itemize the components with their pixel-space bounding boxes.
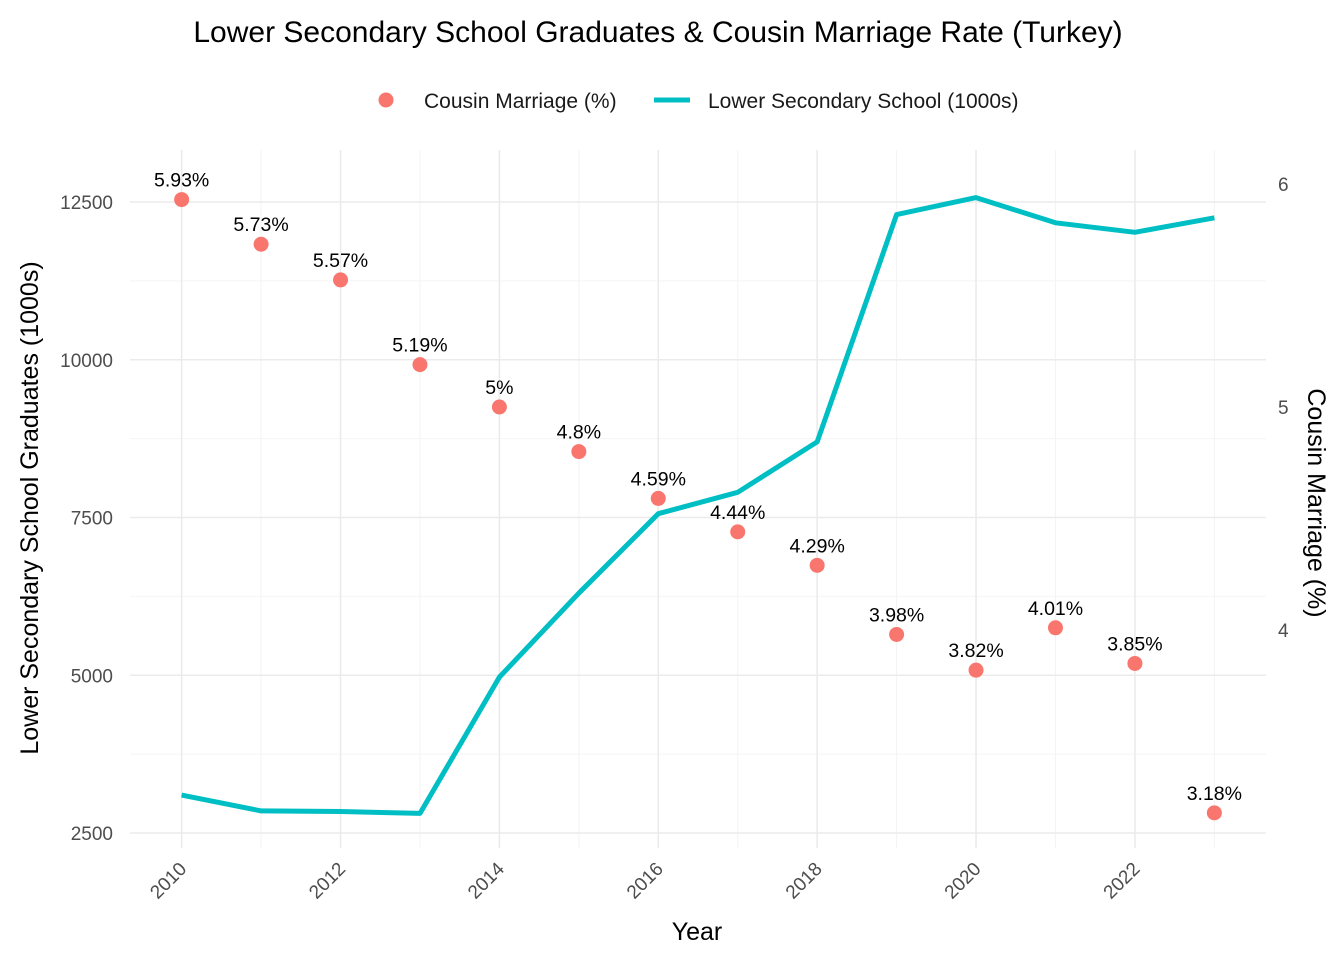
x-tick-label: 2014 <box>464 858 509 903</box>
y-axis-right-title: Cousin Marriage (%) <box>1302 388 1330 617</box>
cousin-marriage-point <box>412 357 428 373</box>
cousin-marriage-data-label: 5.57% <box>313 250 368 272</box>
y-right-tick-label: 4 <box>1278 621 1289 642</box>
y-left-tick-label: 2500 <box>71 824 113 845</box>
cousin-marriage-data-label: 3.18% <box>1187 783 1242 805</box>
cousin-marriage-data-label: 4.29% <box>790 535 845 557</box>
y-left-tick-label: 10000 <box>60 351 113 372</box>
x-tick-label: 2010 <box>146 859 191 904</box>
cousin-marriage-point <box>1047 620 1063 636</box>
cousin-marriage-point <box>650 490 666 506</box>
legend-label-cousin-marriage: Cousin Marriage (%) <box>424 90 617 113</box>
cousin-marriage-data-label: 3.85% <box>1107 633 1162 655</box>
cousin-marriage-point <box>253 236 269 252</box>
y-axis-left-title: Lower Secondary School Graduates (1000s) <box>16 261 44 754</box>
cousin-marriage-data-label: 4.01% <box>1028 598 1083 620</box>
x-tick-label: 2018 <box>782 859 827 904</box>
legend: Cousin Marriage (%) Lower Secondary Scho… <box>378 90 1019 113</box>
axes: 2500 5000 7500 10000 12500 2010 2012 2014 2016 20… <box>60 175 1289 903</box>
cousin-marriage-point <box>1127 655 1143 671</box>
cousin-marriage-data-label: 4.59% <box>631 468 686 490</box>
x-tick-label: 2016 <box>623 859 668 904</box>
cousin-marriage-data-label: 4.8% <box>557 422 601 444</box>
cousin-marriage-point <box>889 626 905 642</box>
cousin-marriage-point <box>968 662 984 678</box>
y-right-tick-label: 6 <box>1278 175 1289 196</box>
x-axis-title: Year <box>672 918 723 946</box>
series-line-lower-secondary <box>181 195 1215 816</box>
x-tick-label: 2020 <box>941 859 986 904</box>
cousin-marriage-point <box>809 557 825 573</box>
cousin-marriage-data-label: 5.73% <box>233 214 288 236</box>
cousin-marriage-point <box>174 192 190 208</box>
cousin-marriage-data-label: 5.93% <box>154 170 209 192</box>
cousin-marriage-point <box>1206 805 1222 821</box>
cousin-marriage-data-label: 4.44% <box>710 502 765 524</box>
cousin-marriage-point <box>491 399 507 415</box>
cousin-marriage-data-label: 3.98% <box>869 604 924 626</box>
cousin-marriage-point <box>333 272 349 288</box>
y-left-tick-label: 7500 <box>71 509 113 530</box>
x-tick-label: 2022 <box>1100 859 1145 904</box>
y-left-tick-label: 12500 <box>60 193 113 214</box>
y-left-tick-label: 5000 <box>71 666 113 687</box>
cousin-marriage-point <box>730 524 746 540</box>
chart-title: Lower Secondary School Graduates & Cousi… <box>193 16 1122 49</box>
x-tick-label: 2012 <box>305 859 350 904</box>
gridlines <box>130 150 1266 848</box>
data-marks: 5.93% 5.73% 5.57% 5.19% 5% 4.8% 4.59% 4.44% 4.29… <box>154 170 1242 821</box>
cousin-marriage-data-label: 3.82% <box>948 640 1003 662</box>
y-right-tick-label: 5 <box>1278 398 1289 419</box>
legend-label-lower-secondary: Lower Secondary School (1000s) <box>708 90 1019 113</box>
legend-marker-cousin-marriage <box>378 92 394 108</box>
cousin-marriage-data-label: 5.19% <box>392 335 447 357</box>
cousin-marriage-point <box>571 444 587 460</box>
cousin-marriage-data-label: 5% <box>485 377 513 399</box>
